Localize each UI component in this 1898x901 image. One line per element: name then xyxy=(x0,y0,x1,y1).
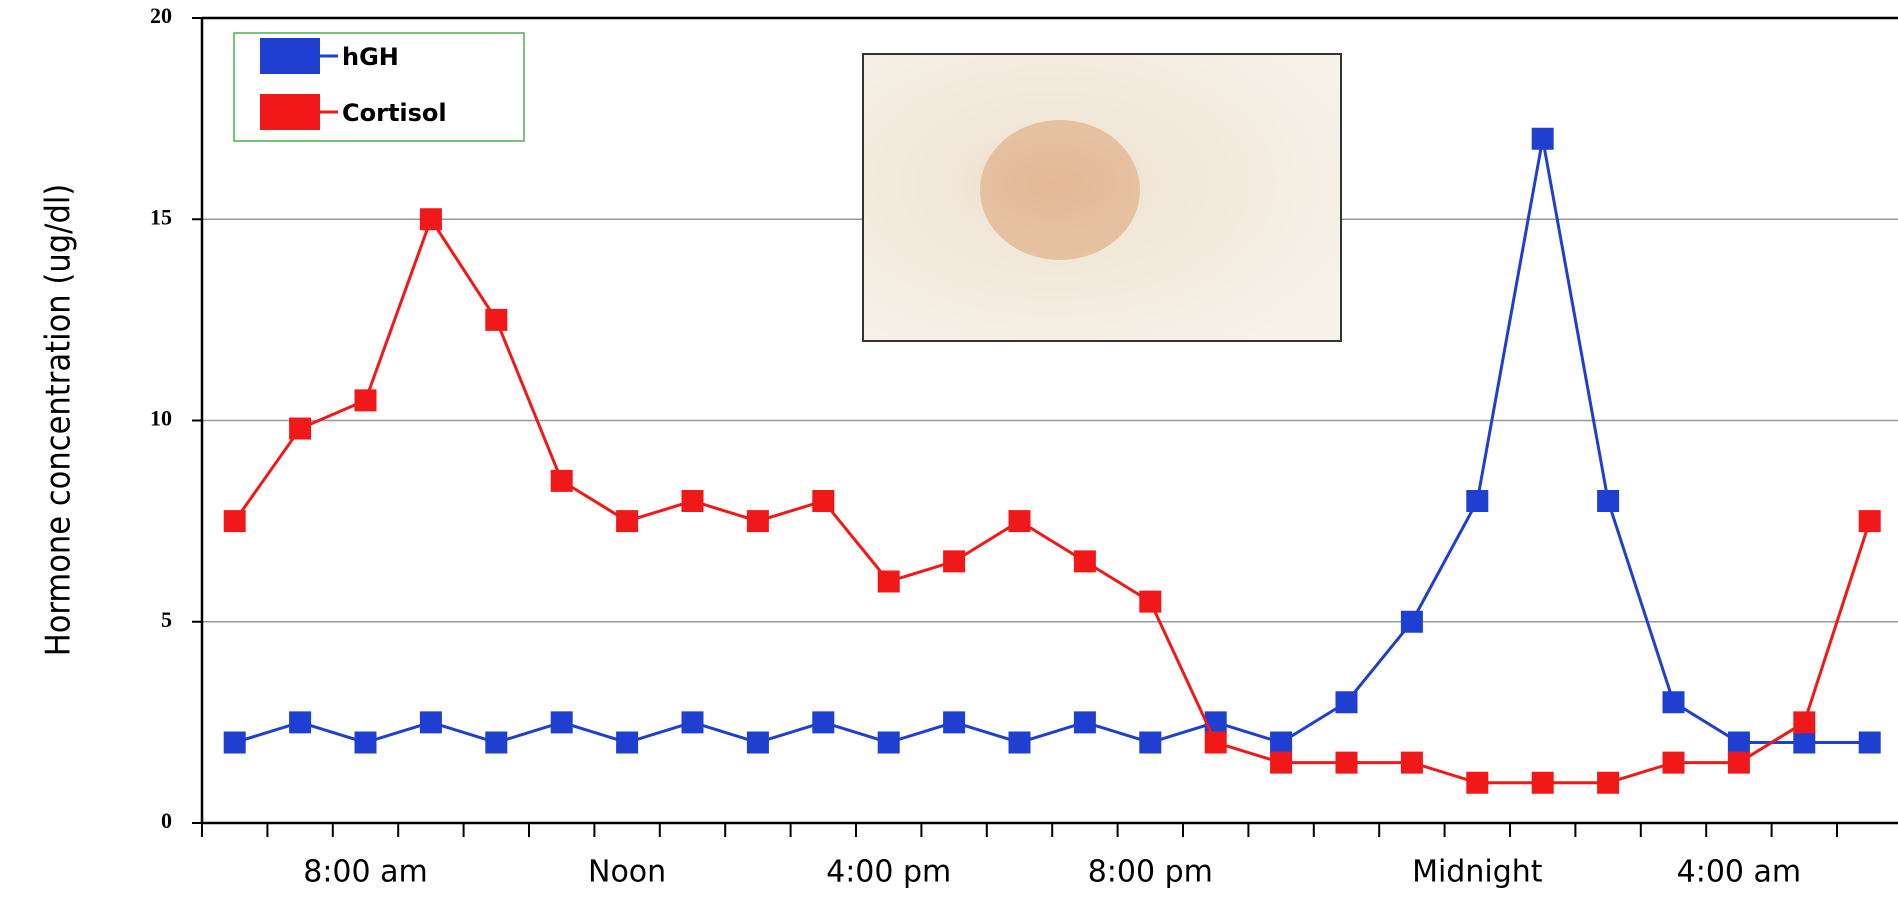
data-point xyxy=(485,732,507,754)
data-point xyxy=(1401,611,1423,633)
y-tick-label: 5 xyxy=(161,607,172,632)
data-point xyxy=(682,490,704,512)
chart: Hormone concentration (ug/dl) 0 5 10 15 20 8:… xyxy=(0,0,1898,901)
data-point xyxy=(812,490,834,512)
data-point xyxy=(289,418,311,440)
data-point xyxy=(551,711,573,733)
data-point xyxy=(1009,732,1031,754)
data-point xyxy=(1336,691,1358,713)
data-point xyxy=(224,510,246,532)
data-point xyxy=(1597,772,1619,794)
legend-swatch xyxy=(260,94,320,130)
data-point xyxy=(1793,732,1815,754)
data-point xyxy=(551,470,573,492)
legend-swatch xyxy=(260,38,320,74)
data-point xyxy=(1466,490,1488,512)
data-point xyxy=(1139,732,1161,754)
data-point xyxy=(355,732,377,754)
x-tick-label: 4:00 am xyxy=(1677,855,1802,890)
data-point xyxy=(289,711,311,733)
data-point xyxy=(943,550,965,572)
data-point xyxy=(1205,732,1227,754)
data-point xyxy=(1139,591,1161,613)
x-tick-label: Midnight xyxy=(1412,855,1543,890)
data-point xyxy=(1532,772,1554,794)
data-point xyxy=(1074,711,1096,733)
data-point xyxy=(1728,732,1750,754)
data-point xyxy=(1009,510,1031,532)
data-point xyxy=(1859,510,1881,532)
data-point xyxy=(747,510,769,532)
y-tick-label: 20 xyxy=(150,3,172,28)
data-point xyxy=(355,389,377,411)
data-point xyxy=(1663,752,1685,774)
data-point xyxy=(420,711,442,733)
data-point xyxy=(943,711,965,733)
data-point xyxy=(1793,711,1815,733)
data-point xyxy=(812,711,834,733)
data-point xyxy=(1728,752,1750,774)
data-point xyxy=(1466,772,1488,794)
data-point xyxy=(1401,752,1423,774)
data-point xyxy=(1336,752,1358,774)
data-point xyxy=(224,732,246,754)
data-point xyxy=(878,732,900,754)
y-tick-label: 15 xyxy=(150,204,172,229)
data-point xyxy=(1663,691,1685,713)
photo-face xyxy=(980,120,1140,260)
y-tick-label: 10 xyxy=(150,406,172,431)
x-tick-label: Noon xyxy=(588,855,666,890)
data-point xyxy=(682,711,704,733)
data-point xyxy=(1532,128,1554,150)
data-point xyxy=(485,309,507,331)
legend-label: Cortisol xyxy=(342,99,447,127)
data-point xyxy=(1597,490,1619,512)
x-tick-label: 8:00 pm xyxy=(1088,855,1213,890)
data-point xyxy=(616,732,638,754)
y-axis-label: Hormone concentration (ug/dl) xyxy=(39,184,79,657)
data-point xyxy=(1074,550,1096,572)
data-point xyxy=(878,571,900,593)
x-tick-label: 8:00 am xyxy=(303,855,428,890)
data-point xyxy=(1859,732,1881,754)
y-tick-label: 0 xyxy=(161,808,172,833)
x-tick-label: 4:00 pm xyxy=(826,855,951,890)
legend-label: hGH xyxy=(342,43,399,71)
data-point xyxy=(747,732,769,754)
data-point xyxy=(1270,732,1292,754)
data-point xyxy=(616,510,638,532)
data-point xyxy=(1270,752,1292,774)
data-point xyxy=(420,208,442,230)
